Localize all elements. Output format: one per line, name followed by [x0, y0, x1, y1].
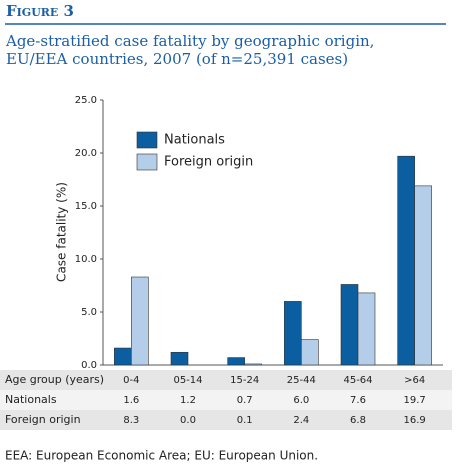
table-row-bg — [0, 370, 452, 390]
bar — [284, 301, 302, 366]
x-tick-label: 25-44 — [287, 375, 316, 386]
y-tick-label: 0.0 — [81, 360, 97, 371]
legend-swatch — [136, 153, 158, 171]
y-axis-label: Case fatality (%) — [55, 182, 69, 282]
legend-label: Foreign origin — [164, 155, 253, 170]
y-tick-label: 25.0 — [75, 95, 97, 106]
x-tick-label: 0-4 — [123, 375, 139, 386]
table-value: 1.6 — [123, 395, 139, 406]
y-tick-label: 10.0 — [75, 254, 97, 265]
bar — [227, 357, 245, 366]
table-value: 7.6 — [350, 395, 366, 406]
table-row-bg — [0, 410, 452, 430]
legend-label: Nationals — [164, 133, 225, 148]
y-tick-label: 5.0 — [81, 307, 97, 318]
table-value: 8.3 — [123, 415, 139, 426]
x-tick-label: 45-64 — [343, 375, 372, 386]
table-value: 0.0 — [180, 415, 196, 426]
bar — [131, 276, 149, 366]
bar — [357, 292, 376, 366]
x-tick-label: 15-24 — [230, 375, 259, 386]
table-value: 6.8 — [350, 415, 366, 426]
table-row-label: Foreign origin — [5, 413, 81, 426]
bar — [414, 185, 432, 366]
bar — [301, 339, 319, 366]
table-value: 0.1 — [237, 415, 253, 426]
table-value: 16.9 — [404, 415, 426, 426]
bar — [114, 347, 132, 366]
table-value: 1.2 — [180, 395, 196, 406]
bar — [170, 351, 189, 366]
table-value: 19.7 — [404, 395, 426, 406]
table-row-label: Nationals — [5, 393, 57, 406]
table-value: 0.7 — [237, 395, 253, 406]
footnote: EEA: European Economic Area; EU: Europea… — [5, 449, 318, 463]
bar — [397, 155, 415, 366]
table-value: 6.0 — [293, 395, 309, 406]
figure-label: Figure 3 — [6, 2, 74, 20]
chart-title: Age-stratified case fatality by geograph… — [5, 32, 374, 68]
legend-swatch — [136, 131, 158, 149]
table-row-bg — [0, 390, 452, 410]
x-tick-label: >64 — [404, 375, 425, 386]
x-tick-label: 05-14 — [173, 375, 202, 386]
table-header: Age group (years) — [5, 373, 104, 386]
y-tick-label: 20.0 — [75, 148, 97, 159]
table-value: 2.4 — [293, 415, 309, 426]
bar — [340, 284, 359, 366]
y-tick-label: 15.0 — [75, 201, 97, 212]
bar — [244, 363, 262, 366]
